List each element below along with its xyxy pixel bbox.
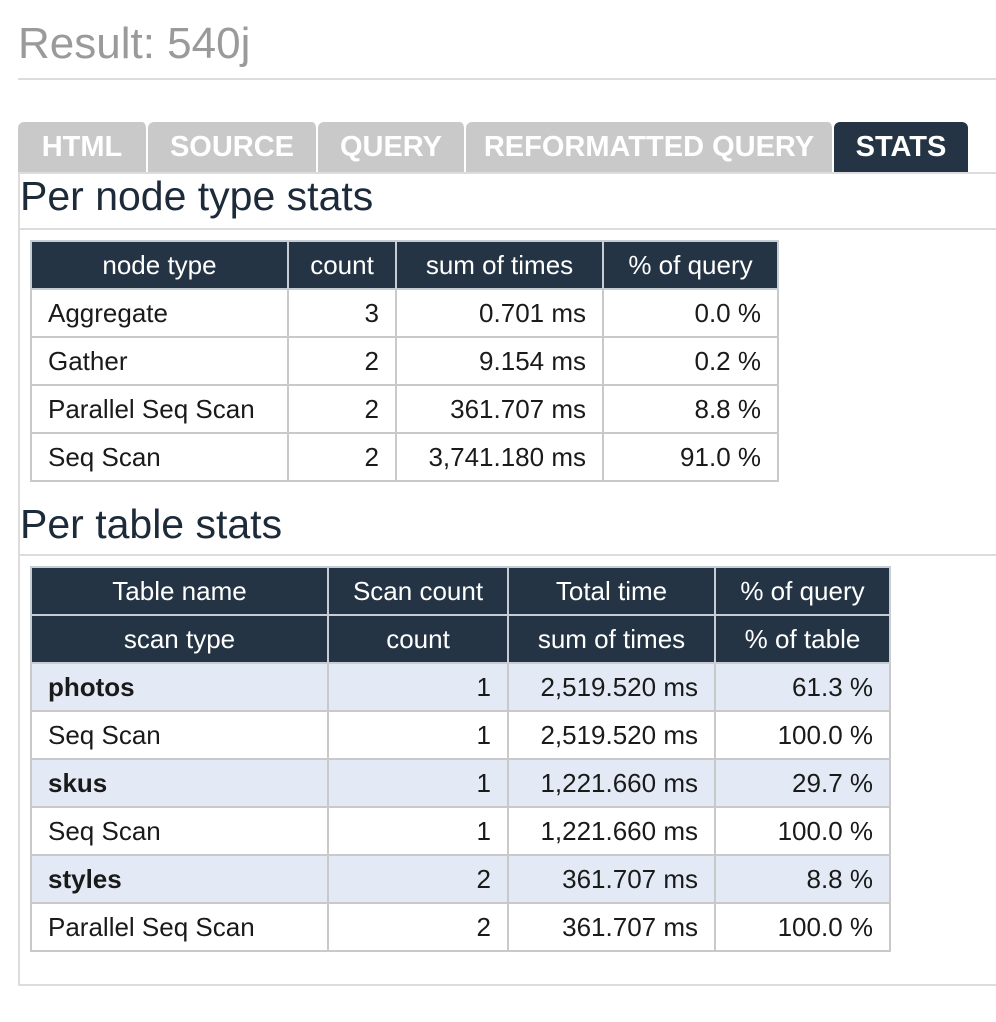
percent-cell: 91.0 %: [602, 432, 779, 482]
tab-source[interactable]: SOURCE: [148, 122, 318, 172]
node-stats-divider: [20, 228, 996, 230]
tab-html[interactable]: HTML: [18, 122, 148, 172]
column-subheader: count: [327, 614, 509, 664]
percent-query-cell: 61.3 %: [714, 662, 891, 712]
tab-stats[interactable]: STATS: [834, 122, 968, 172]
node-type-cell: Aggregate: [30, 288, 289, 338]
column-subheader: scan type: [30, 614, 329, 664]
column-header: sum of times: [395, 240, 604, 290]
time-cell: 361.707 ms: [507, 902, 716, 952]
table-row: Parallel Seq Scan 2 361.707 ms 8.8 %: [30, 384, 779, 434]
count-cell: 1: [327, 806, 509, 856]
table-header-row: node type count sum of times % of query: [30, 240, 779, 290]
time-cell: 2,519.520 ms: [507, 710, 716, 760]
table-group-row: styles 2 361.707 ms 8.8 %: [30, 854, 891, 904]
time-cell: 361.707 ms: [395, 384, 604, 434]
scan-count-cell: 1: [327, 662, 509, 712]
column-header: Table name: [30, 566, 329, 616]
percent-table-cell: 100.0 %: [714, 806, 891, 856]
column-header: Total time: [507, 566, 716, 616]
percent-table-cell: 100.0 %: [714, 902, 891, 952]
count-cell: 2: [327, 902, 509, 952]
time-cell: 3,741.180 ms: [395, 432, 604, 482]
tab-query[interactable]: QUERY: [318, 122, 466, 172]
table-row: Seq Scan 1 2,519.520 ms 100.0 %: [30, 710, 891, 760]
table-header-row: Table name Scan count Total time % of qu…: [30, 566, 891, 616]
scan-count-cell: 1: [327, 758, 509, 808]
stats-panel: [18, 172, 996, 986]
column-header: % of query: [602, 240, 779, 290]
time-cell: 9.154 ms: [395, 336, 604, 386]
table-row: Seq Scan 1 1,221.660 ms 100.0 %: [30, 806, 891, 856]
column-header: % of query: [714, 566, 891, 616]
table-stats-table: Table name Scan count Total time % of qu…: [30, 566, 891, 952]
count-cell: 2: [287, 336, 397, 386]
percent-query-cell: 29.7 %: [714, 758, 891, 808]
node-stats-title: Per node type stats: [20, 173, 374, 219]
total-time-cell: 361.707 ms: [507, 854, 716, 904]
table-row: Gather 2 9.154 ms 0.2 %: [30, 336, 779, 386]
tab-bar: HTML SOURCE QUERY REFORMATTED QUERY STAT…: [18, 122, 968, 172]
percent-cell: 8.8 %: [602, 384, 779, 434]
page-title: Result: 540j: [18, 19, 251, 68]
table-group-row: skus 1 1,221.660 ms 29.7 %: [30, 758, 891, 808]
table-subheader-row: scan type count sum of times % of table: [30, 614, 891, 664]
table-row: Aggregate 3 0.701 ms 0.0 %: [30, 288, 779, 338]
column-header: node type: [30, 240, 289, 290]
table-group-row: photos 1 2,519.520 ms 61.3 %: [30, 662, 891, 712]
count-cell: 1: [327, 710, 509, 760]
tab-reformatted-query[interactable]: REFORMATTED QUERY: [466, 122, 834, 172]
node-type-cell: Parallel Seq Scan: [30, 384, 289, 434]
scan-type-cell: Seq Scan: [30, 806, 329, 856]
node-type-cell: Gather: [30, 336, 289, 386]
column-subheader: % of table: [714, 614, 891, 664]
table-row: Parallel Seq Scan 2 361.707 ms 100.0 %: [30, 902, 891, 952]
total-time-cell: 1,221.660 ms: [507, 758, 716, 808]
percent-query-cell: 8.8 %: [714, 854, 891, 904]
column-subheader: sum of times: [507, 614, 716, 664]
scan-count-cell: 2: [327, 854, 509, 904]
node-type-cell: Seq Scan: [30, 432, 289, 482]
table-name-cell: styles: [30, 854, 329, 904]
count-cell: 2: [287, 432, 397, 482]
tabs-divider: [18, 172, 996, 174]
time-cell: 0.701 ms: [395, 288, 604, 338]
total-time-cell: 2,519.520 ms: [507, 662, 716, 712]
scan-type-cell: Seq Scan: [30, 710, 329, 760]
table-name-cell: photos: [30, 662, 329, 712]
table-stats-divider: [20, 554, 996, 556]
column-header: Scan count: [327, 566, 509, 616]
percent-cell: 0.0 %: [602, 288, 779, 338]
title-divider: [18, 78, 996, 80]
table-name-cell: skus: [30, 758, 329, 808]
table-stats-title: Per table stats: [20, 501, 283, 547]
percent-table-cell: 100.0 %: [714, 710, 891, 760]
percent-cell: 0.2 %: [602, 336, 779, 386]
column-header: count: [287, 240, 397, 290]
node-stats-table: node type count sum of times % of query …: [30, 240, 779, 482]
count-cell: 3: [287, 288, 397, 338]
table-row: Seq Scan 2 3,741.180 ms 91.0 %: [30, 432, 779, 482]
count-cell: 2: [287, 384, 397, 434]
scan-type-cell: Parallel Seq Scan: [30, 902, 329, 952]
time-cell: 1,221.660 ms: [507, 806, 716, 856]
